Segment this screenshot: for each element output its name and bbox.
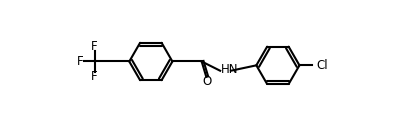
Text: F: F [77,55,83,68]
Text: HN: HN [221,63,238,76]
Text: O: O [203,75,212,88]
Text: Cl: Cl [316,59,328,72]
Text: F: F [91,70,98,83]
Text: F: F [91,40,98,53]
